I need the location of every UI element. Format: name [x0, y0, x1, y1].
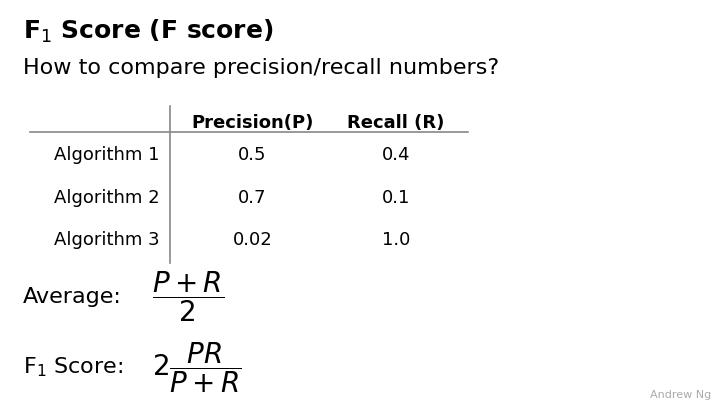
Text: Algorithm 2: Algorithm 2: [53, 189, 159, 207]
Text: $2\dfrac{PR}{P+R}$: $2\dfrac{PR}{P+R}$: [152, 340, 242, 395]
Text: 0.4: 0.4: [382, 146, 410, 164]
Text: Recall (R): Recall (R): [347, 114, 444, 132]
Text: F$_1$ Score (F score): F$_1$ Score (F score): [23, 17, 274, 45]
Text: Precision(P): Precision(P): [192, 114, 314, 132]
Text: 0.02: 0.02: [233, 231, 272, 249]
Text: Andrew Ng: Andrew Ng: [650, 390, 711, 400]
Text: 1.0: 1.0: [382, 231, 410, 249]
Text: 0.7: 0.7: [238, 189, 266, 207]
Text: $\dfrac{P+R}{2}$: $\dfrac{P+R}{2}$: [152, 270, 224, 324]
Text: 0.5: 0.5: [238, 146, 266, 164]
Text: Algorithm 1: Algorithm 1: [54, 146, 159, 164]
Text: 0.1: 0.1: [382, 189, 410, 207]
Text: F$_1$ Score:: F$_1$ Score:: [23, 356, 123, 379]
Text: How to compare precision/recall numbers?: How to compare precision/recall numbers?: [23, 58, 499, 78]
Text: Average:: Average:: [23, 287, 122, 307]
Text: Algorithm 3: Algorithm 3: [53, 231, 159, 249]
